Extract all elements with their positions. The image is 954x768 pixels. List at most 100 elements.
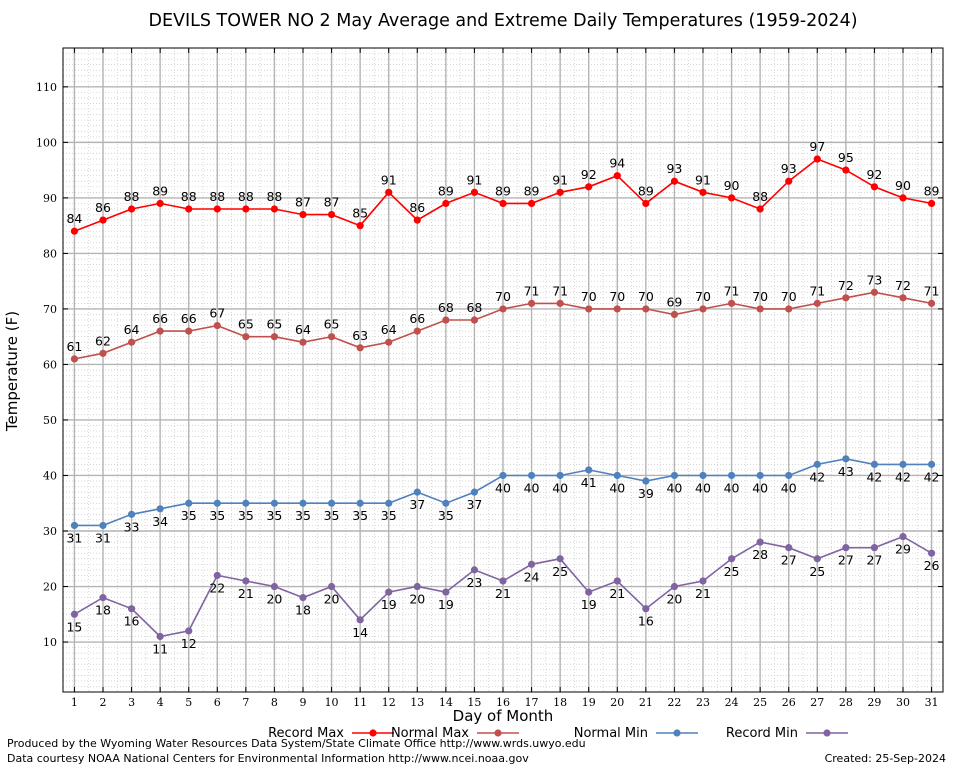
- data-label: 21: [609, 586, 625, 601]
- data-label: 88: [181, 189, 197, 204]
- data-point: [613, 577, 621, 585]
- data-label: 91: [466, 172, 482, 187]
- legend-marker: [823, 729, 831, 737]
- data-point: [585, 588, 593, 596]
- x-tick-label: 26: [782, 696, 796, 709]
- data-label: 21: [695, 586, 711, 601]
- data-label: 62: [95, 333, 111, 348]
- data-label: 12: [181, 636, 197, 651]
- data-label: 40: [666, 480, 682, 495]
- x-tick-label: 24: [725, 696, 739, 709]
- y-tick-label: 40: [43, 469, 57, 482]
- x-tick-label: 18: [553, 696, 567, 709]
- data-label: 91: [552, 172, 568, 187]
- x-tick-label: 27: [810, 696, 824, 709]
- y-tick-label: 10: [43, 636, 57, 649]
- data-label: 97: [809, 139, 825, 154]
- data-point: [270, 333, 279, 341]
- data-point: [70, 355, 79, 363]
- data-label: 35: [295, 508, 311, 523]
- legend-label: Normal Min: [574, 726, 648, 741]
- data-point: [156, 199, 164, 208]
- x-tick-label: 25: [753, 696, 767, 709]
- data-point: [327, 499, 336, 507]
- data-label: 40: [552, 480, 568, 495]
- data-label: 92: [866, 167, 882, 182]
- data-point: [699, 471, 707, 480]
- data-point: [756, 538, 764, 546]
- data-point: [813, 155, 821, 163]
- data-label: 64: [124, 322, 140, 337]
- data-label: 31: [66, 530, 82, 545]
- x-tick-label: 2: [100, 696, 107, 709]
- data-point: [499, 471, 507, 480]
- data-label: 42: [866, 469, 882, 484]
- data-label: 35: [209, 508, 225, 523]
- data-point: [213, 205, 221, 213]
- data-point: [470, 188, 479, 196]
- x-tick-label: 17: [525, 696, 539, 709]
- data-label: 87: [295, 195, 311, 210]
- data-label: 93: [666, 161, 682, 176]
- data-label: 20: [266, 592, 282, 607]
- x-tick-label: 13: [410, 696, 424, 709]
- x-tick-label: 19: [582, 696, 596, 709]
- data-point: [413, 488, 421, 496]
- data-point: [842, 455, 850, 463]
- data-label: 18: [295, 603, 311, 618]
- data-point: [156, 505, 164, 513]
- data-point: [613, 172, 621, 180]
- data-label: 24: [524, 569, 540, 584]
- data-label: 65: [324, 317, 340, 332]
- data-label: 16: [638, 614, 654, 629]
- data-label: 40: [609, 480, 625, 495]
- data-label: 86: [409, 200, 425, 215]
- data-label: 35: [381, 508, 397, 523]
- data-label: 87: [324, 195, 340, 210]
- data-label: 29: [895, 542, 911, 557]
- data-point: [670, 177, 679, 185]
- data-label: 19: [381, 597, 397, 612]
- x-tick-label: 6: [214, 696, 221, 709]
- data-label: 90: [895, 178, 911, 193]
- data-point: [813, 460, 821, 468]
- data-point: [642, 477, 650, 485]
- data-label: 66: [409, 311, 425, 326]
- data-point: [499, 305, 507, 313]
- legend: Record Max Normal Max Normal Min Record Min: [268, 726, 848, 741]
- data-label: 71: [809, 283, 825, 298]
- data-point: [99, 521, 107, 530]
- data-point: [327, 210, 336, 219]
- data-label: 40: [781, 480, 797, 495]
- data-point: [642, 305, 650, 313]
- data-point: [785, 177, 793, 185]
- data-label: 39: [638, 486, 654, 501]
- data-label: 71: [524, 283, 540, 298]
- data-label: 19: [581, 597, 597, 612]
- data-point: [70, 610, 79, 618]
- legend-marker: [494, 729, 502, 737]
- data-point: [756, 205, 764, 213]
- data-point: [70, 227, 79, 235]
- data-label: 93: [781, 161, 797, 176]
- data-label: 25: [552, 564, 568, 579]
- data-label: 35: [238, 508, 254, 523]
- data-point: [870, 183, 879, 191]
- data-point: [585, 466, 593, 474]
- data-point: [813, 299, 821, 307]
- x-tick-label: 3: [128, 696, 135, 709]
- data-point: [185, 205, 193, 213]
- data-point: [613, 305, 621, 313]
- data-label: 20: [666, 592, 682, 607]
- data-label: 31: [95, 530, 111, 545]
- data-label: 88: [266, 189, 282, 204]
- data-label: 89: [924, 183, 940, 198]
- data-label: 71: [724, 283, 740, 298]
- data-label: 21: [495, 586, 511, 601]
- data-label: 68: [466, 300, 482, 315]
- data-point: [670, 471, 679, 480]
- data-point: [899, 532, 907, 541]
- data-label: 25: [809, 564, 825, 579]
- legend-label: Record Min: [726, 726, 798, 741]
